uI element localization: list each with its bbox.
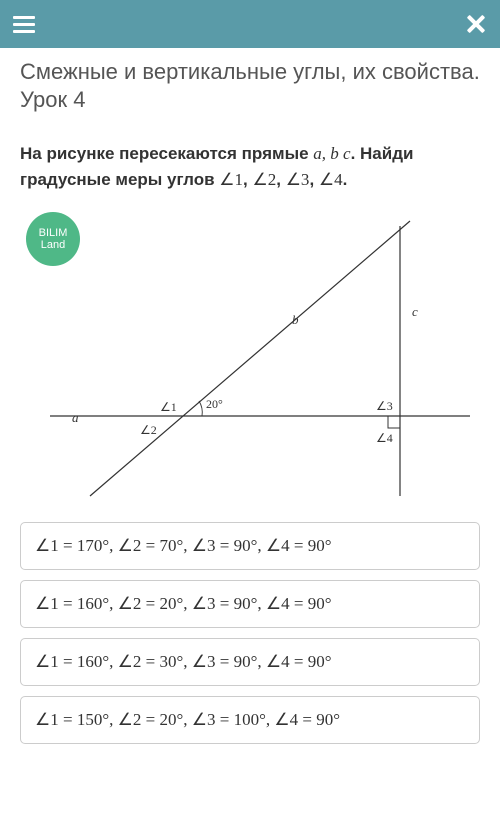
problem-prefix: На рисунке пересекаются прямые — [20, 144, 313, 163]
geometry-diagram: BILIM Land a b c ∠1 20° ∠2 ∠3 ∠4 — [20, 206, 480, 506]
diagram-given-angle: 20° — [206, 397, 223, 411]
line-b — [90, 221, 410, 496]
diagram-angle-4: ∠4 — [376, 431, 393, 445]
right-angle-marker — [388, 416, 400, 428]
answer-option[interactable]: ∠1 = 170°, ∠2 = 70°, ∠3 = 90°, ∠4 = 90° — [20, 522, 480, 570]
label-a: a — [72, 410, 79, 425]
bilim-badge: BILIM Land — [26, 212, 80, 266]
close-icon — [465, 13, 487, 35]
angle-4: ∠4 — [319, 170, 343, 189]
diagram-angle-1: ∠1 — [160, 400, 177, 414]
content-area: Смежные и вертикальные углы, их свойства… — [0, 48, 500, 506]
diagram-angle-2: ∠2 — [140, 423, 157, 437]
hamburger-icon — [13, 16, 35, 33]
angle-arc — [199, 401, 202, 416]
badge-line-2: Land — [41, 239, 65, 251]
answer-options: ∠1 = 170°, ∠2 = 70°, ∠3 = 90°, ∠4 = 90° … — [0, 522, 500, 744]
badge-line-1: BILIM — [39, 227, 68, 239]
diagram-angle-3: ∠3 — [376, 399, 393, 413]
problem-statement: На рисунке пересекаются прямые a, b c. Н… — [20, 141, 480, 192]
close-button[interactable] — [452, 0, 500, 48]
answer-option[interactable]: ∠1 = 150°, ∠2 = 20°, ∠3 = 100°, ∠4 = 90° — [20, 696, 480, 744]
angle-3: ∠3 — [286, 170, 310, 189]
angle-1: ∠1 — [219, 170, 243, 189]
diagram-svg: a b c ∠1 20° ∠2 ∠3 ∠4 — [20, 206, 480, 506]
label-b: b — [292, 312, 299, 327]
lesson-title: Смежные и вертикальные углы, их свойства… — [20, 58, 480, 113]
angle-2: ∠2 — [252, 170, 276, 189]
answer-option[interactable]: ∠1 = 160°, ∠2 = 30°, ∠3 = 90°, ∠4 = 90° — [20, 638, 480, 686]
menu-button[interactable] — [0, 0, 48, 48]
problem-lines: a, b c — [313, 144, 350, 163]
answer-option[interactable]: ∠1 = 160°, ∠2 = 20°, ∠3 = 90°, ∠4 = 90° — [20, 580, 480, 628]
label-c: c — [412, 304, 418, 319]
app-header — [0, 0, 500, 48]
